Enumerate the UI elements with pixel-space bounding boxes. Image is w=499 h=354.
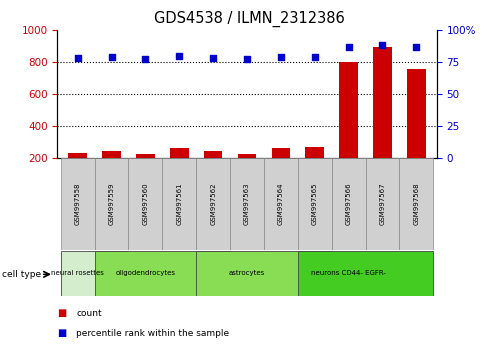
Point bbox=[243, 57, 251, 62]
Bar bbox=[129, 158, 162, 250]
Bar bbox=[95, 251, 230, 296]
Text: GSM997567: GSM997567 bbox=[379, 182, 385, 225]
Bar bbox=[407, 69, 426, 189]
Bar bbox=[196, 251, 332, 296]
Text: count: count bbox=[76, 309, 102, 318]
Text: percentile rank within the sample: percentile rank within the sample bbox=[76, 329, 230, 338]
Bar bbox=[373, 47, 392, 189]
Text: GSM997559: GSM997559 bbox=[109, 182, 115, 225]
Point bbox=[311, 54, 319, 60]
Bar bbox=[61, 251, 129, 296]
Text: GSM997564: GSM997564 bbox=[278, 182, 284, 225]
Point bbox=[209, 55, 217, 61]
Text: GSM997566: GSM997566 bbox=[346, 182, 352, 225]
Bar bbox=[196, 158, 230, 250]
Text: GSM997568: GSM997568 bbox=[413, 182, 419, 225]
Text: GSM997562: GSM997562 bbox=[210, 182, 216, 225]
Bar bbox=[68, 153, 87, 189]
Bar bbox=[305, 147, 324, 189]
Text: GSM997560: GSM997560 bbox=[142, 182, 148, 225]
Bar bbox=[95, 158, 129, 250]
Bar bbox=[365, 158, 399, 250]
Text: neural rosettes: neural rosettes bbox=[51, 270, 104, 276]
Point bbox=[108, 54, 116, 60]
Text: GSM997561: GSM997561 bbox=[176, 182, 182, 225]
Bar bbox=[61, 158, 95, 250]
Bar bbox=[332, 158, 365, 250]
Bar bbox=[298, 158, 332, 250]
Point bbox=[141, 57, 149, 62]
Text: cell type: cell type bbox=[2, 270, 41, 279]
Text: ■: ■ bbox=[57, 329, 67, 338]
Bar bbox=[399, 158, 433, 250]
Point bbox=[277, 54, 285, 60]
Text: GSM997565: GSM997565 bbox=[312, 182, 318, 225]
Text: GSM997563: GSM997563 bbox=[244, 182, 250, 225]
Bar bbox=[162, 158, 196, 250]
Text: ■: ■ bbox=[57, 308, 67, 318]
Point bbox=[74, 55, 82, 61]
Bar bbox=[204, 151, 223, 189]
Point bbox=[378, 42, 386, 48]
Text: GSM997558: GSM997558 bbox=[75, 182, 81, 225]
Text: GDS4538 / ILMN_2312386: GDS4538 / ILMN_2312386 bbox=[154, 11, 345, 27]
Bar bbox=[264, 158, 298, 250]
Text: neurons CD44- EGFR-: neurons CD44- EGFR- bbox=[311, 270, 386, 276]
Text: oligodendrocytes: oligodendrocytes bbox=[115, 270, 176, 276]
Text: astrocytes: astrocytes bbox=[229, 270, 265, 276]
Bar bbox=[298, 251, 433, 296]
Point bbox=[345, 44, 353, 50]
Bar bbox=[102, 151, 121, 189]
Bar bbox=[339, 62, 358, 189]
Bar bbox=[271, 148, 290, 189]
Point bbox=[412, 44, 420, 50]
Bar bbox=[170, 148, 189, 189]
Point bbox=[175, 53, 183, 58]
Bar bbox=[136, 154, 155, 189]
Bar bbox=[238, 154, 256, 189]
Bar bbox=[230, 158, 264, 250]
